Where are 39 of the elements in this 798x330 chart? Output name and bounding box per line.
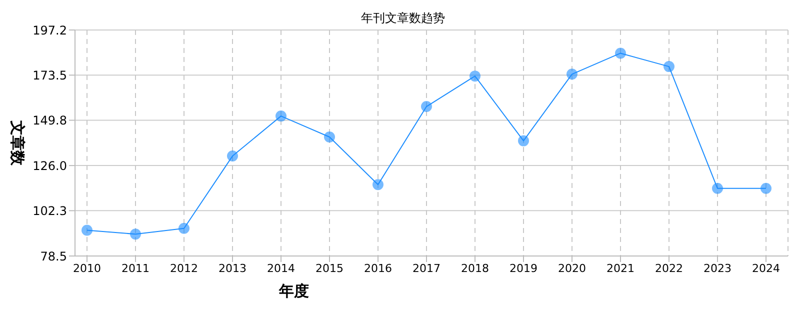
point <box>372 179 384 190</box>
point <box>664 61 674 72</box>
y-tick-label: 126.0 <box>32 158 67 173</box>
point <box>518 135 529 146</box>
x-tick-label: 2016 <box>364 262 392 275</box>
point <box>227 150 238 162</box>
x-tick-label: 2019 <box>510 262 538 275</box>
y-tick-label: 197.2 <box>32 23 67 38</box>
point <box>276 110 286 122</box>
x-tick-label: 2022 <box>655 262 683 275</box>
x-tick-label: 2020 <box>558 262 586 275</box>
point <box>324 132 335 143</box>
point <box>760 182 772 194</box>
point <box>712 182 723 194</box>
x-tick-label: 2014 <box>267 262 295 275</box>
y-tick-label: 173.5 <box>32 68 67 82</box>
x-tick-label: 2015 <box>316 262 344 275</box>
x-tick-label: 2017 <box>412 262 440 275</box>
x-tick-label: 2011 <box>122 262 150 275</box>
x-tick-label: 2010 <box>73 262 101 275</box>
x-tick-label: 2018 <box>461 262 489 275</box>
y-tick-label: 102.3 <box>32 204 67 218</box>
point <box>615 48 626 59</box>
point <box>178 222 190 234</box>
x-tick-label: 2013 <box>218 262 246 275</box>
point <box>566 68 578 80</box>
y-tick-label: 78.5 <box>40 249 67 264</box>
y-axis-title: 文章数 <box>8 120 27 166</box>
x-axis-title: 年度 <box>278 282 309 300</box>
point <box>82 224 92 236</box>
point <box>470 70 480 82</box>
y-tick-label: 149.8 <box>32 114 67 128</box>
point <box>130 228 141 240</box>
chart-title: 年刊文章数趋势 <box>361 11 445 25</box>
x-tick-label: 2021 <box>606 262 634 275</box>
x-tick-label: 2024 <box>752 262 780 275</box>
x-tick-label: 2012 <box>170 262 198 275</box>
point <box>421 101 432 112</box>
x-tick-label: 2023 <box>704 262 732 275</box>
